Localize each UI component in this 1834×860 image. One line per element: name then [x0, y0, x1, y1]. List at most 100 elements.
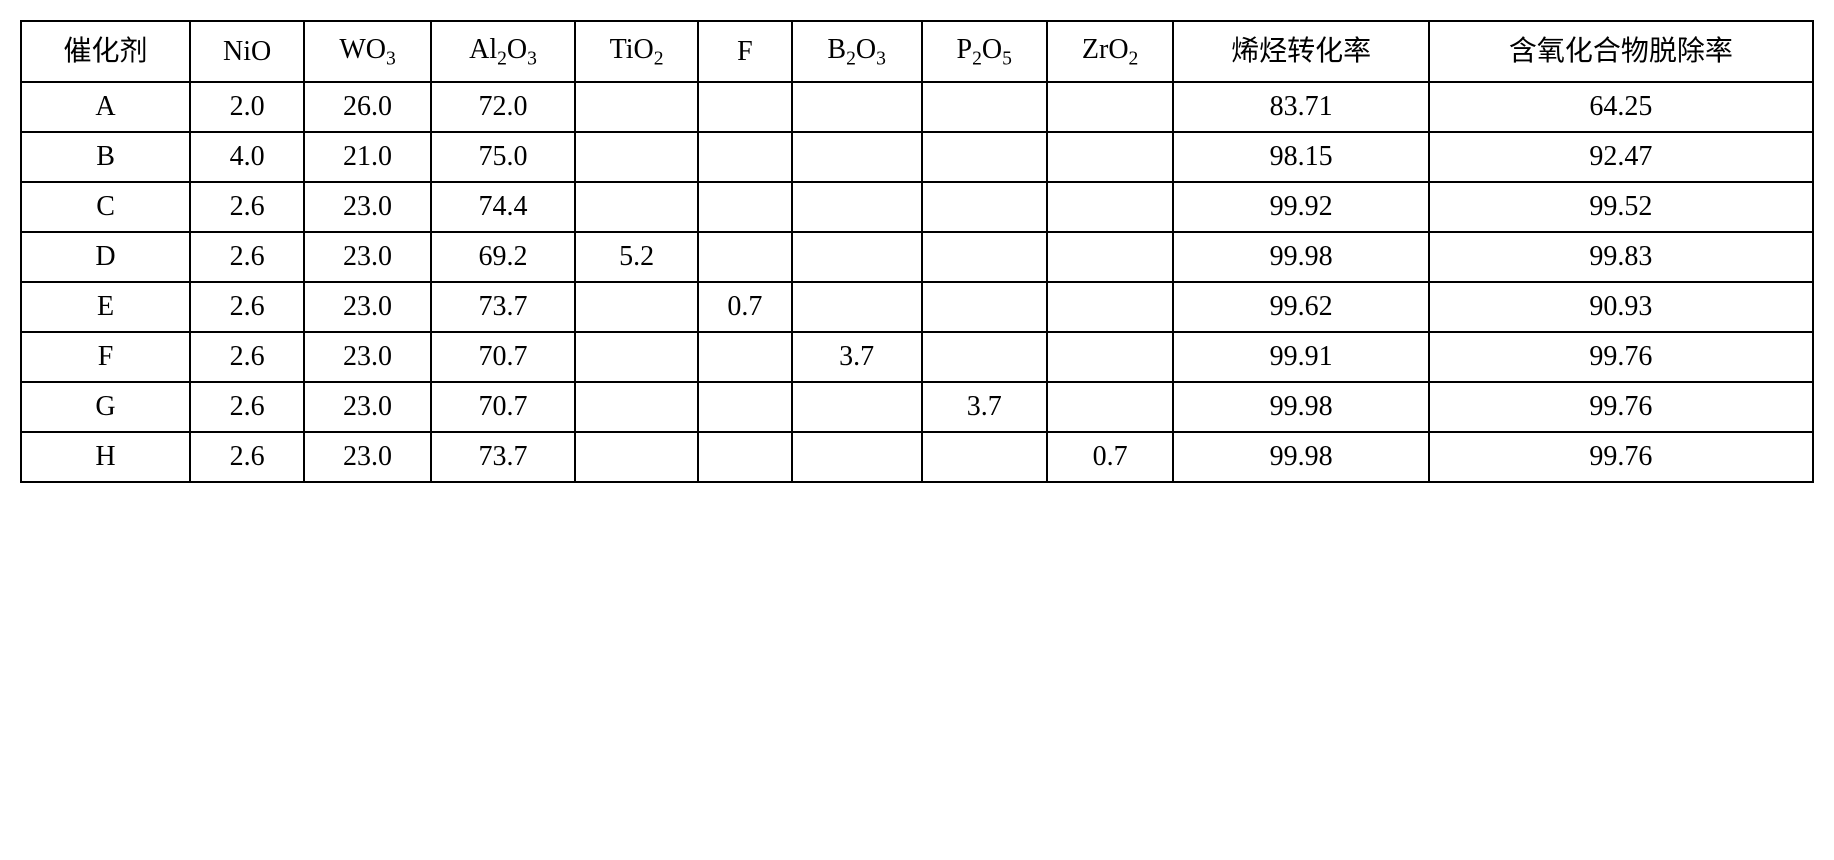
cell-b2o3: [792, 132, 922, 182]
cell-p2o5: [922, 132, 1047, 182]
cell-b2o3: [792, 232, 922, 282]
cell-catalyst: G: [21, 382, 190, 432]
cell-al2o3: 72.0: [431, 82, 575, 132]
cell-p2o5: 3.7: [922, 382, 1047, 432]
cell-f: [698, 82, 792, 132]
cell-oxygen_removal: 99.52: [1429, 182, 1813, 232]
cell-p2o5: [922, 182, 1047, 232]
cell-nio: 2.6: [190, 232, 304, 282]
table-row: A2.026.072.0 83.7164.25: [21, 82, 1813, 132]
cell-nio: 2.0: [190, 82, 304, 132]
cell-oxygen_removal: 99.76: [1429, 432, 1813, 482]
cell-b2o3: [792, 282, 922, 332]
cell-oxygen_removal: 90.93: [1429, 282, 1813, 332]
header-nio: NiO: [190, 21, 304, 82]
cell-b2o3: [792, 432, 922, 482]
header-al2o3: Al2O3: [431, 21, 575, 82]
cell-wo3: 23.0: [304, 232, 431, 282]
table-row: H2.623.073.7 0.799.9899.76: [21, 432, 1813, 482]
cell-tio2: [575, 432, 698, 482]
header-f: F: [698, 21, 792, 82]
header-p2o5: P2O5: [922, 21, 1047, 82]
cell-al2o3: 70.7: [431, 332, 575, 382]
cell-catalyst: H: [21, 432, 190, 482]
table-row: E2.623.073.70.799.6290.93: [21, 282, 1813, 332]
cell-b2o3: [792, 82, 922, 132]
cell-oxygen_removal: 64.25: [1429, 82, 1813, 132]
cell-olefin_conv: 99.98: [1173, 382, 1428, 432]
cell-nio: 2.6: [190, 182, 304, 232]
cell-p2o5: [922, 282, 1047, 332]
cell-tio2: [575, 82, 698, 132]
cell-zro2: [1047, 382, 1174, 432]
header-wo3: WO3: [304, 21, 431, 82]
cell-zro2: [1047, 232, 1174, 282]
cell-f: [698, 232, 792, 282]
cell-catalyst: A: [21, 82, 190, 132]
cell-al2o3: 69.2: [431, 232, 575, 282]
cell-tio2: [575, 182, 698, 232]
cell-nio: 2.6: [190, 332, 304, 382]
cell-al2o3: 73.7: [431, 282, 575, 332]
cell-p2o5: [922, 432, 1047, 482]
cell-tio2: [575, 282, 698, 332]
cell-oxygen_removal: 92.47: [1429, 132, 1813, 182]
cell-b2o3: [792, 382, 922, 432]
cell-catalyst: E: [21, 282, 190, 332]
header-tio2: TiO2: [575, 21, 698, 82]
cell-oxygen_removal: 99.76: [1429, 382, 1813, 432]
cell-catalyst: C: [21, 182, 190, 232]
cell-wo3: 26.0: [304, 82, 431, 132]
header-olefin-conversion: 烯烃转化率: [1173, 21, 1428, 82]
cell-tio2: [575, 382, 698, 432]
cell-zro2: 0.7: [1047, 432, 1174, 482]
cell-catalyst: B: [21, 132, 190, 182]
cell-tio2: [575, 332, 698, 382]
cell-zro2: [1047, 182, 1174, 232]
cell-catalyst: D: [21, 232, 190, 282]
cell-f: [698, 332, 792, 382]
cell-olefin_conv: 99.98: [1173, 432, 1428, 482]
cell-f: [698, 382, 792, 432]
table-row: G2.623.070.7 3.7 99.9899.76: [21, 382, 1813, 432]
cell-oxygen_removal: 99.76: [1429, 332, 1813, 382]
cell-nio: 2.6: [190, 432, 304, 482]
cell-f: 0.7: [698, 282, 792, 332]
cell-f: [698, 432, 792, 482]
header-oxygen-removal: 含氧化合物脱除率: [1429, 21, 1813, 82]
table-header: 催化剂 NiO WO3 Al2O3 TiO2 F B2O3 P2O5 ZrO2 …: [21, 21, 1813, 82]
header-zro2: ZrO2: [1047, 21, 1174, 82]
cell-wo3: 21.0: [304, 132, 431, 182]
cell-nio: 2.6: [190, 382, 304, 432]
cell-wo3: 23.0: [304, 182, 431, 232]
cell-f: [698, 182, 792, 232]
cell-p2o5: [922, 332, 1047, 382]
cell-p2o5: [922, 82, 1047, 132]
table-row: D2.623.069.25.299.9899.83: [21, 232, 1813, 282]
header-row: 催化剂 NiO WO3 Al2O3 TiO2 F B2O3 P2O5 ZrO2 …: [21, 21, 1813, 82]
cell-olefin_conv: 99.91: [1173, 332, 1428, 382]
cell-wo3: 23.0: [304, 282, 431, 332]
cell-b2o3: [792, 182, 922, 232]
cell-b2o3: 3.7: [792, 332, 922, 382]
cell-al2o3: 70.7: [431, 382, 575, 432]
cell-al2o3: 73.7: [431, 432, 575, 482]
cell-tio2: [575, 132, 698, 182]
cell-olefin_conv: 99.62: [1173, 282, 1428, 332]
cell-nio: 4.0: [190, 132, 304, 182]
header-b2o3: B2O3: [792, 21, 922, 82]
cell-catalyst: F: [21, 332, 190, 382]
header-catalyst: 催化剂: [21, 21, 190, 82]
cell-wo3: 23.0: [304, 432, 431, 482]
cell-wo3: 23.0: [304, 382, 431, 432]
cell-zro2: [1047, 132, 1174, 182]
cell-zro2: [1047, 82, 1174, 132]
catalyst-data-table: 催化剂 NiO WO3 Al2O3 TiO2 F B2O3 P2O5 ZrO2 …: [20, 20, 1814, 483]
cell-olefin_conv: 83.71: [1173, 82, 1428, 132]
cell-olefin_conv: 98.15: [1173, 132, 1428, 182]
cell-tio2: 5.2: [575, 232, 698, 282]
cell-oxygen_removal: 99.83: [1429, 232, 1813, 282]
table-body: A2.026.072.0 83.7164.25B4.021.075.098.159…: [21, 82, 1813, 482]
table-row: B4.021.075.098.1592.47: [21, 132, 1813, 182]
table-row: F2.623.070.73.799.9199.76: [21, 332, 1813, 382]
